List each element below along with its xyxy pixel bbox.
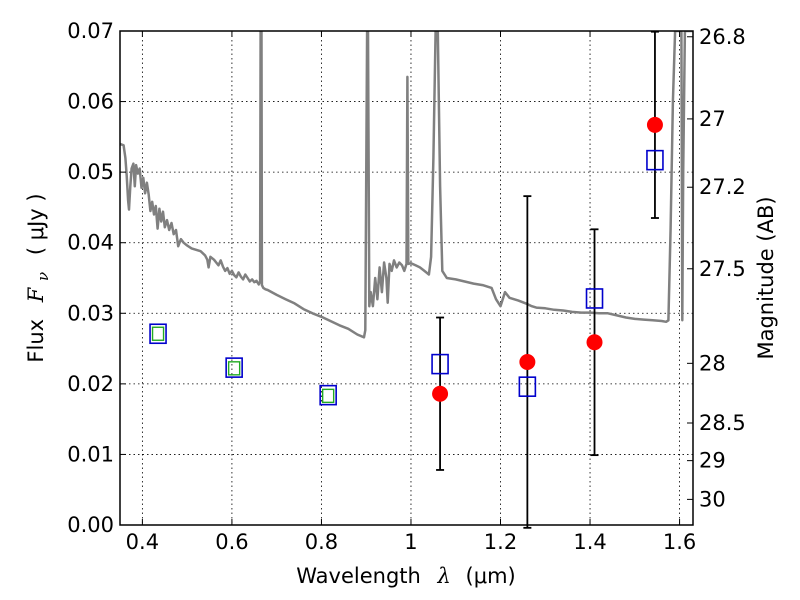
y-axis-label-prefix: Flux: [24, 319, 48, 363]
y-axis-label: Flux F ν ( μJy ): [24, 193, 53, 362]
y-tick-label: 0.04: [67, 231, 114, 255]
x-axis-label-prefix: Wavelength: [296, 564, 421, 588]
y-axis-label-symbol: F: [24, 286, 48, 303]
model-phot-square: [518, 376, 537, 397]
inner-phot-square: [321, 388, 335, 404]
observed-point: [432, 385, 449, 402]
y2-tick-label: 27.2: [699, 175, 746, 199]
model-spectrum-line: [120, 31, 693, 339]
observed-point: [519, 353, 536, 370]
y-tick-label: 0.07: [67, 19, 114, 43]
model-phot-square: [225, 357, 243, 378]
inner-phot-square: [227, 361, 241, 376]
x-tick-label: 1: [404, 530, 417, 554]
inner-phot-square: [151, 326, 165, 341]
x-axis-label-symbol: λ: [437, 564, 451, 588]
y-tick-label: 0.06: [67, 90, 114, 114]
model-phot-square: [319, 384, 337, 406]
y-tick-label: 0.01: [67, 442, 114, 466]
y2-tick-label: 29: [699, 449, 726, 473]
model-spectrum-layer: [120, 31, 693, 339]
ticks: 0.4 0.6 0.8 1 1.2 1.4 1.6 0.00 0.01 0.02 0.03 0.04 0…: [67, 19, 746, 554]
x-axis-label-unit: (μm): [466, 564, 516, 588]
y2-tick-label: 28.5: [699, 411, 746, 435]
x-tick-label: 0.8: [305, 530, 338, 554]
y-tick-label: 0.02: [67, 372, 114, 396]
points-layer: [149, 30, 664, 529]
x-tick-label: 0.6: [215, 530, 248, 554]
y-tick-label: 0.03: [67, 301, 114, 325]
y2-axis-label: Magnitude (AB): [754, 196, 778, 359]
y2-tick-label: 26.8: [699, 25, 746, 49]
observed-point: [586, 334, 603, 351]
model-phot-square: [646, 149, 664, 171]
y2-tick-label: 27.5: [699, 257, 746, 281]
model-phot-square: [585, 288, 604, 309]
y2-tick-label: 30: [699, 487, 726, 511]
x-tick-label: 1.2: [484, 530, 517, 554]
model-phot-square: [431, 353, 449, 375]
y-tick-label: 0.00: [67, 513, 114, 537]
x-tick-label: 0.4: [126, 530, 159, 554]
x-axis-label: Wavelength λ (μm): [296, 564, 515, 588]
model-phot-square: [149, 323, 167, 345]
y-axis-label-unit: ( μJy ): [24, 193, 48, 255]
y2-tick-label: 28: [699, 351, 726, 375]
x-tick-label: 1.6: [663, 530, 696, 554]
x-tick-label: 1.4: [573, 530, 606, 554]
observed-point: [646, 116, 663, 133]
y-tick-label: 0.05: [67, 160, 114, 184]
y-axis-label-subscript: ν: [34, 272, 52, 281]
plot-frame: [119, 30, 694, 526]
y2-tick-label: 27: [699, 107, 726, 131]
